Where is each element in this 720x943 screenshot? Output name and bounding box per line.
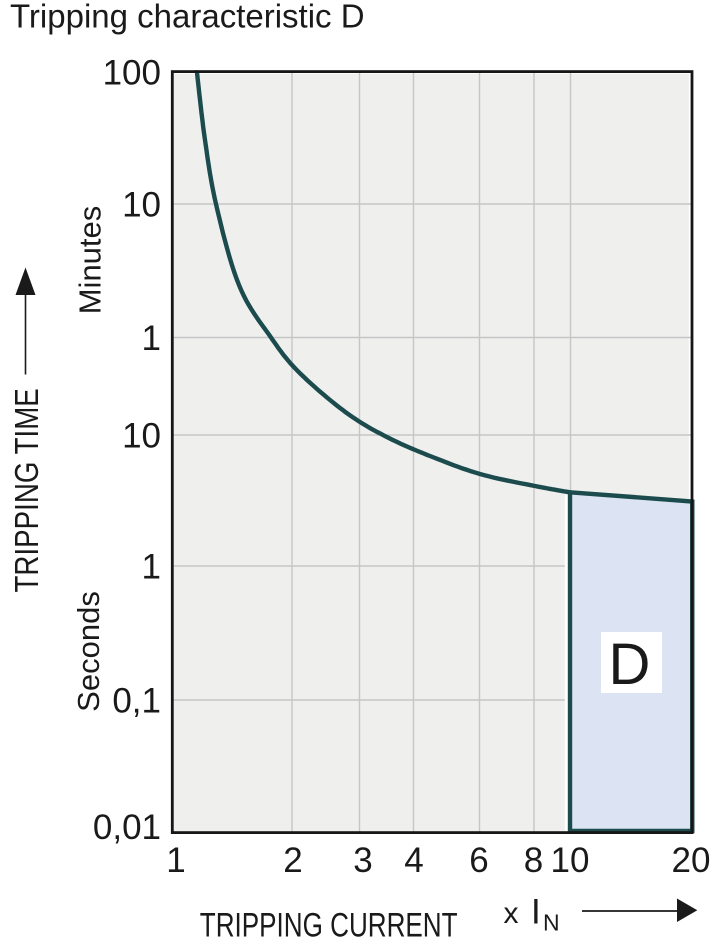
svg-text:1: 1 xyxy=(166,841,185,880)
svg-text:3: 3 xyxy=(353,841,372,880)
svg-text:20: 20 xyxy=(672,841,711,880)
svg-text:1: 1 xyxy=(142,319,161,358)
svg-text:6: 6 xyxy=(469,841,488,880)
svg-text:100: 100 xyxy=(103,54,161,93)
svg-text:4: 4 xyxy=(404,841,423,880)
svg-text:0,01: 0,01 xyxy=(93,808,161,847)
svg-text:Tripping characteristic D: Tripping characteristic D xyxy=(10,0,365,35)
svg-text:TRIPPING TIME: TRIPPING TIME xyxy=(9,388,46,592)
svg-text:10: 10 xyxy=(122,417,161,456)
svg-text:1: 1 xyxy=(142,548,161,587)
svg-text:D: D xyxy=(609,632,651,697)
svg-text:Minutes: Minutes xyxy=(73,206,108,315)
svg-text:TRIPPING CURRENT: TRIPPING CURRENT xyxy=(200,907,458,943)
svg-text:2: 2 xyxy=(283,841,302,880)
svg-text:x: x xyxy=(504,897,519,930)
svg-text:10: 10 xyxy=(122,186,161,225)
svg-text:8: 8 xyxy=(524,841,543,880)
svg-text:10: 10 xyxy=(551,841,590,880)
svg-text:N: N xyxy=(543,910,560,936)
svg-text:I: I xyxy=(531,893,541,932)
svg-text:0,1: 0,1 xyxy=(112,682,161,721)
svg-text:Seconds: Seconds xyxy=(71,591,106,712)
